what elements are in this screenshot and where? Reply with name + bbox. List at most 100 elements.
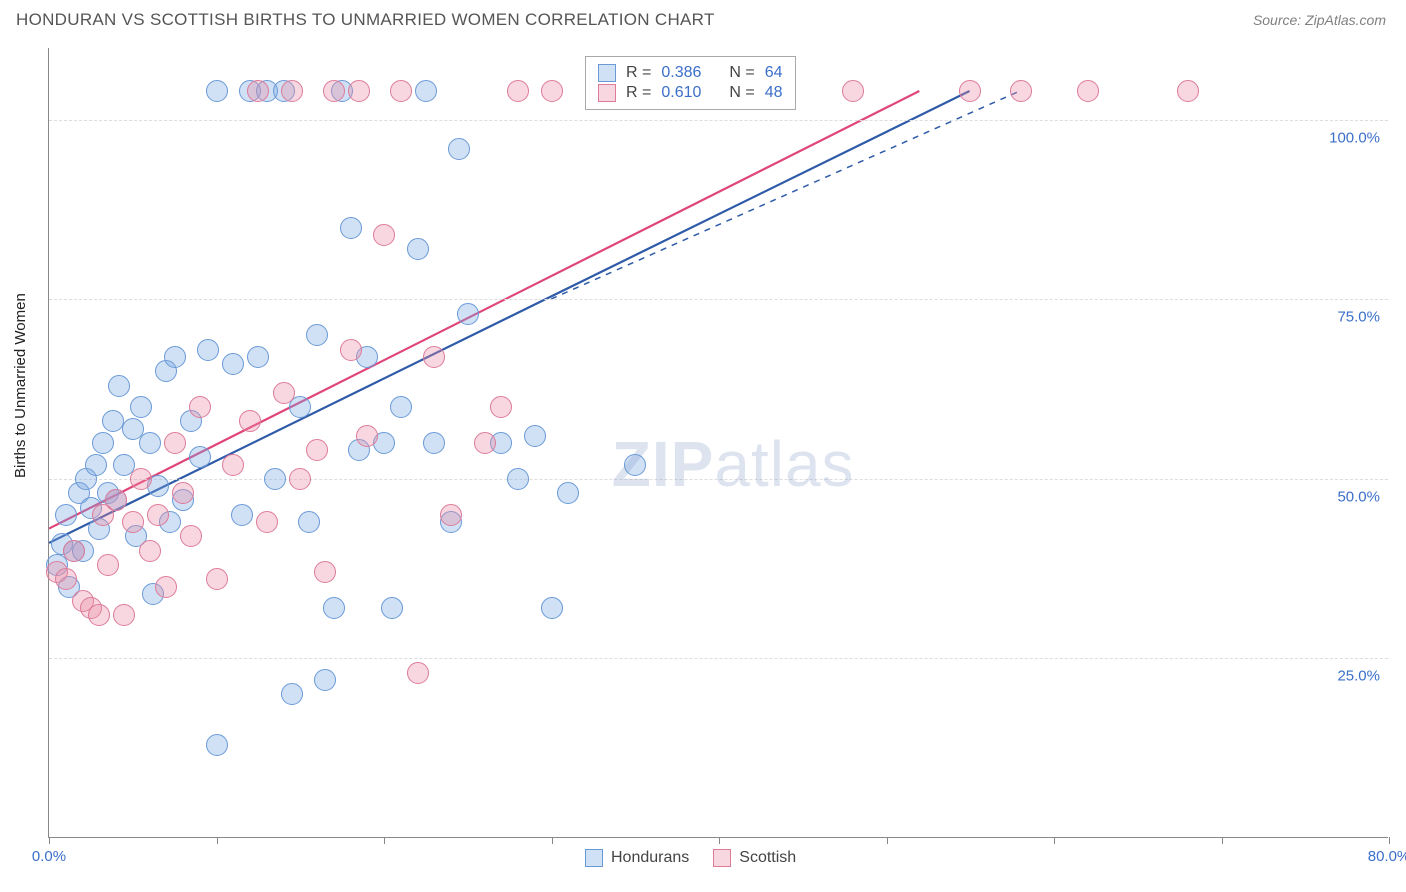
scatter-point — [85, 454, 107, 476]
legend-n-value: 48 — [765, 84, 783, 102]
scatter-point — [273, 382, 295, 404]
gridline — [49, 299, 1388, 300]
scatter-point — [289, 396, 311, 418]
scatter-point — [381, 597, 403, 619]
scatter-point — [390, 80, 412, 102]
scatter-point — [155, 576, 177, 598]
legend-r-label: R = — [626, 64, 651, 82]
scatter-point — [507, 468, 529, 490]
watermark: ZIPatlas — [612, 427, 855, 501]
scatter-point — [507, 80, 529, 102]
scatter-point — [102, 410, 124, 432]
scatter-point — [113, 604, 135, 626]
scatter-point — [289, 468, 311, 490]
scatter-point — [147, 504, 169, 526]
x-tick-label: 80.0% — [1368, 848, 1406, 865]
legend-stat-row: R = 0.610N = 48 — [598, 84, 783, 102]
scatter-point — [407, 662, 429, 684]
scatter-point — [356, 425, 378, 447]
chart-title: HONDURAN VS SCOTTISH BIRTHS TO UNMARRIED… — [16, 10, 715, 30]
scatter-point — [440, 504, 462, 526]
scatter-point — [222, 454, 244, 476]
chart-source: Source: ZipAtlas.com — [1253, 12, 1386, 28]
scatter-point — [88, 604, 110, 626]
x-tick-label: 0.0% — [32, 848, 66, 865]
scatter-point — [92, 432, 114, 454]
x-tick — [887, 837, 888, 844]
scatter-point — [842, 80, 864, 102]
scatter-point — [298, 511, 320, 533]
x-tick — [1054, 837, 1055, 844]
gridline — [49, 658, 1388, 659]
scatter-point — [314, 669, 336, 691]
scatter-point — [541, 80, 563, 102]
legend-r-label: R = — [626, 84, 651, 102]
x-tick — [1222, 837, 1223, 844]
scatter-point — [206, 734, 228, 756]
scatter-point — [281, 80, 303, 102]
scatter-point — [524, 425, 546, 447]
scatter-point — [239, 410, 261, 432]
y-tick-label: 75.0% — [1337, 309, 1380, 326]
scatter-point — [306, 324, 328, 346]
scatter-point — [1010, 80, 1032, 102]
scatter-point — [390, 396, 412, 418]
plot-region: 25.0%50.0%75.0%100.0%0.0%80.0%ZIPatlasR … — [48, 48, 1388, 838]
x-tick — [552, 837, 553, 844]
x-tick — [217, 837, 218, 844]
scatter-point — [264, 468, 286, 490]
legend-n-label: N = — [729, 84, 754, 102]
scatter-point — [281, 683, 303, 705]
scatter-point — [557, 482, 579, 504]
scatter-point — [164, 346, 186, 368]
scatter-point — [105, 489, 127, 511]
scatter-point — [415, 80, 437, 102]
y-tick-label: 50.0% — [1337, 488, 1380, 505]
scatter-point — [122, 511, 144, 533]
x-tick — [49, 837, 50, 844]
legend-n-value: 64 — [765, 64, 783, 82]
gridline — [49, 120, 1388, 121]
scatter-point — [222, 353, 244, 375]
x-tick — [1389, 837, 1390, 844]
chart-header: HONDURAN VS SCOTTISH BIRTHS TO UNMARRIED… — [0, 0, 1406, 38]
legend-label: Scottish — [739, 849, 796, 867]
trend-lines — [49, 48, 1388, 837]
scatter-point — [1077, 80, 1099, 102]
scatter-point — [97, 554, 119, 576]
legend-swatch — [598, 64, 616, 82]
scatter-point — [314, 561, 336, 583]
legend-stat-row: R = 0.386N = 64 — [598, 64, 783, 82]
legend-swatch — [598, 84, 616, 102]
legend-series: HonduransScottish — [585, 849, 796, 867]
scatter-point — [348, 80, 370, 102]
scatter-point — [490, 396, 512, 418]
scatter-point — [130, 396, 152, 418]
gridline — [49, 479, 1388, 480]
scatter-point — [206, 568, 228, 590]
scatter-point — [323, 597, 345, 619]
scatter-point — [63, 540, 85, 562]
legend-stats: R = 0.386N = 64R = 0.610N = 48 — [585, 56, 796, 110]
scatter-point — [373, 224, 395, 246]
scatter-point — [407, 238, 429, 260]
scatter-point — [1177, 80, 1199, 102]
scatter-point — [55, 504, 77, 526]
scatter-point — [172, 482, 194, 504]
scatter-point — [180, 525, 202, 547]
scatter-point — [55, 568, 77, 590]
scatter-point — [108, 375, 130, 397]
legend-swatch — [585, 849, 603, 867]
scatter-point — [139, 432, 161, 454]
scatter-point — [340, 339, 362, 361]
scatter-point — [164, 432, 186, 454]
scatter-point — [139, 540, 161, 562]
scatter-point — [231, 504, 253, 526]
scatter-point — [130, 468, 152, 490]
scatter-point — [474, 432, 496, 454]
scatter-point — [247, 346, 269, 368]
legend-r-value: 0.386 — [661, 64, 701, 82]
scatter-point — [541, 597, 563, 619]
x-tick — [719, 837, 720, 844]
scatter-point — [624, 454, 646, 476]
